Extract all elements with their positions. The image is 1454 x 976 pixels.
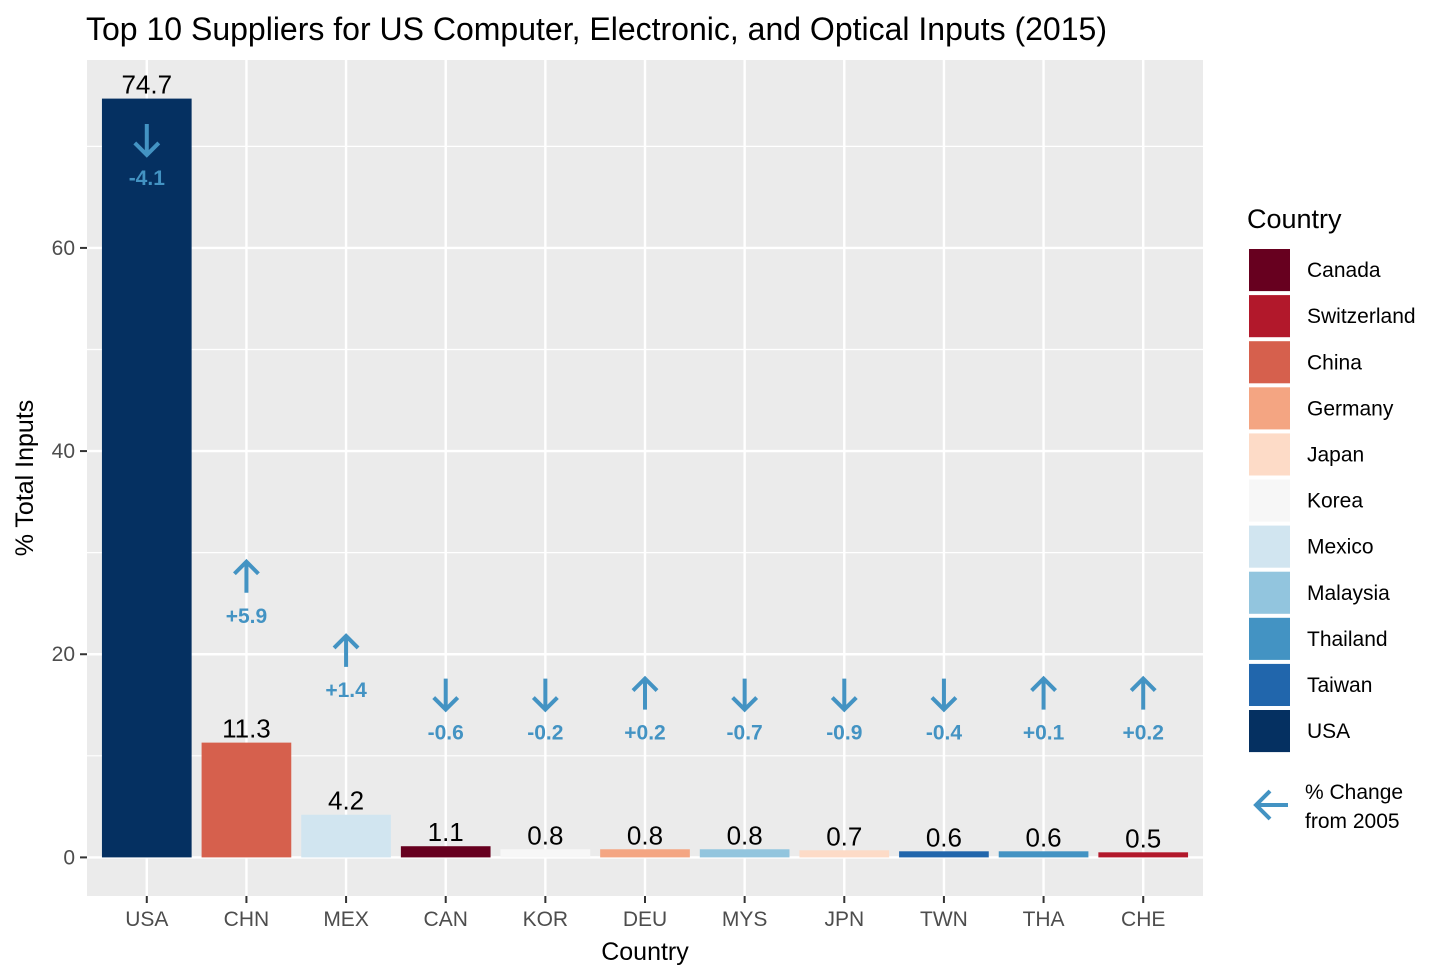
legend-swatch-usa xyxy=(1249,710,1290,753)
legend-label: Taiwan xyxy=(1307,674,1372,697)
bar-chn xyxy=(201,742,292,858)
bar-value-label: 0.5 xyxy=(1125,823,1161,853)
x-tick-label: CHE xyxy=(1121,908,1165,931)
change-label: +0.1 xyxy=(1023,722,1065,745)
legend-arrow-note: % Change from 2005 xyxy=(1305,781,1409,833)
chart-title: Top 10 Suppliers for US Computer, Electr… xyxy=(86,11,1107,47)
bar-can xyxy=(400,846,491,858)
y-tick-label: 0 xyxy=(63,846,75,869)
change-label: -0.4 xyxy=(926,722,963,745)
up-arrow-icon xyxy=(631,675,659,710)
up-arrow-icon xyxy=(233,558,260,593)
bar-kor xyxy=(500,849,591,858)
legend-label: USA xyxy=(1307,720,1350,743)
legend-swatch-china xyxy=(1249,341,1290,384)
legend-label: Switzerland xyxy=(1307,305,1416,328)
bar-value-label: 11.3 xyxy=(222,714,271,744)
legend-label: Mexico xyxy=(1307,536,1374,559)
bar-value-label: 0.6 xyxy=(1025,822,1061,852)
bar-value-label: 0.8 xyxy=(527,820,563,850)
change-label: +5.9 xyxy=(226,605,267,628)
bar-value-label: 4.2 xyxy=(328,786,364,816)
change-label: +0.2 xyxy=(1122,722,1163,745)
legend-swatch-japan xyxy=(1249,433,1290,476)
change-label: -0.7 xyxy=(727,722,763,745)
legend-swatch-germany xyxy=(1249,387,1290,430)
legend-swatch-malaysia xyxy=(1249,571,1290,614)
y-axis-title: % Total Inputs xyxy=(11,400,39,557)
down-arrow-icon xyxy=(830,678,858,713)
y-tick-label: 60 xyxy=(52,237,75,260)
change-label: -4.1 xyxy=(129,167,166,190)
change-label: +1.4 xyxy=(325,679,367,702)
bar-deu xyxy=(600,849,690,858)
bar-value-label: 0.8 xyxy=(627,820,663,850)
down-arrow-icon xyxy=(731,678,759,713)
x-tick-label: THA xyxy=(1023,908,1065,931)
legend-label: Thailand xyxy=(1307,628,1388,651)
x-tick-label: DEU xyxy=(623,908,667,931)
bar-jpn xyxy=(799,850,890,858)
bar-twn xyxy=(899,851,989,858)
legend-label: Korea xyxy=(1307,490,1363,513)
x-tick-label: TWN xyxy=(920,908,968,931)
legend-swatch-canada xyxy=(1249,249,1290,292)
bar-mex xyxy=(301,814,391,858)
bar-value-label: 0.7 xyxy=(826,821,862,851)
x-axis: USA CHN MEX CAN KOR DEU MYS JPN TWN THA CHE xyxy=(125,896,1165,931)
legend-label: Canada xyxy=(1307,259,1381,282)
x-tick-label: CHN xyxy=(224,908,270,931)
bar-tha xyxy=(998,851,1089,858)
change-label: -0.9 xyxy=(826,722,862,745)
legend-keys: Canada Switzerland China Germany Japan Korea M… xyxy=(1247,247,1416,755)
change-label: -0.6 xyxy=(428,722,464,745)
legend-swatch-korea xyxy=(1249,479,1290,522)
legend-swatch-thailand xyxy=(1249,617,1290,660)
x-tick-label: MEX xyxy=(323,908,369,931)
legend-swatch-mexico xyxy=(1249,525,1290,568)
legend-title: Country xyxy=(1247,204,1342,234)
y-axis: 0 20 40 60 xyxy=(52,237,87,869)
down-arrow-icon xyxy=(133,123,161,158)
down-arrow-icon xyxy=(432,678,460,713)
change-markers: -4.1 +5.9 +1.4 -0.6 -0.2 +0.2 -0.7 -0.9 -0.4 +0.1… xyxy=(129,123,1164,745)
x-axis-title: Country xyxy=(601,938,689,966)
x-tick-label: MYS xyxy=(722,908,768,931)
bar-value-labels: 74.7 11.3 4.2 1.1 0.8 0.8 0.8 0.7 0.6 0.6 0.5 xyxy=(121,70,1161,854)
y-tick-label: 40 xyxy=(52,440,75,463)
x-tick-label: CAN xyxy=(424,908,468,931)
x-tick-label: KOR xyxy=(523,908,569,931)
up-arrow-icon xyxy=(332,633,360,667)
down-arrow-icon xyxy=(930,678,958,713)
legend-swatch-taiwan xyxy=(1249,663,1290,706)
bar-value-label: 1.1 xyxy=(428,817,464,847)
up-arrow-icon xyxy=(1030,675,1057,710)
change-label: +0.2 xyxy=(624,722,665,745)
up-arrow-icon xyxy=(1129,675,1157,710)
bar-value-label: 0.6 xyxy=(926,822,962,852)
legend-label: Germany xyxy=(1307,397,1394,420)
x-tick-label: JPN xyxy=(824,908,864,931)
change-label: -0.2 xyxy=(527,722,563,745)
legend-swatch-switzerland xyxy=(1249,295,1290,338)
y-tick-label: 20 xyxy=(52,643,75,666)
x-tick-label: USA xyxy=(125,908,168,931)
legend: Country Canada Switzerland China Germany Jap… xyxy=(1247,204,1416,833)
bar-mys xyxy=(699,849,790,858)
bars xyxy=(101,98,1189,858)
down-arrow-icon xyxy=(531,678,559,713)
legend-label: Japan xyxy=(1307,443,1364,466)
bar-value-label: 0.8 xyxy=(727,820,763,850)
legend-label: China xyxy=(1307,351,1362,374)
bar-che xyxy=(1098,852,1189,858)
bar-value-label: 74.7 xyxy=(121,70,172,100)
bar-usa xyxy=(101,98,192,858)
legend-label: Malaysia xyxy=(1307,582,1390,605)
left-arrow-icon xyxy=(1253,789,1288,821)
